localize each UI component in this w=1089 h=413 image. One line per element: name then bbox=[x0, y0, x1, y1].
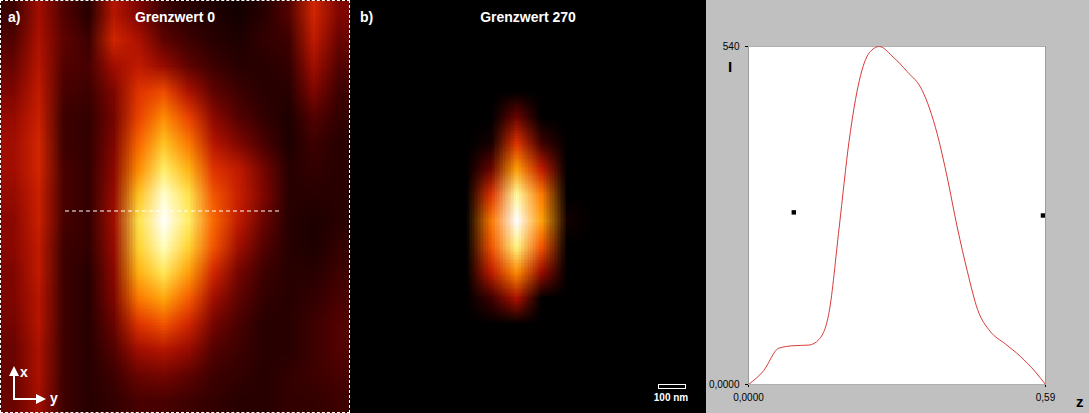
svg-text:0,0000: 0,0000 bbox=[733, 392, 764, 403]
html-text:100 nm: 100 nm bbox=[653, 392, 689, 403]
html-text:x: x bbox=[20, 364, 28, 380]
svg-text:0,59: 0,59 bbox=[1036, 392, 1056, 403]
svg-text:540: 540 bbox=[723, 41, 740, 52]
html-text:z: z bbox=[1076, 393, 1084, 410]
html-text:a): a) bbox=[8, 9, 21, 25]
html-text:Grenzwert 270: Grenzwert 270 bbox=[480, 9, 576, 25]
html-text:Grenzwert 0: Grenzwert 0 bbox=[134, 9, 216, 25]
html-text:b): b) bbox=[360, 9, 374, 25]
html-text:y: y bbox=[50, 390, 58, 406]
svg-text:0,0000: 0,0000 bbox=[709, 379, 740, 390]
html-text:I: I bbox=[728, 58, 733, 75]
